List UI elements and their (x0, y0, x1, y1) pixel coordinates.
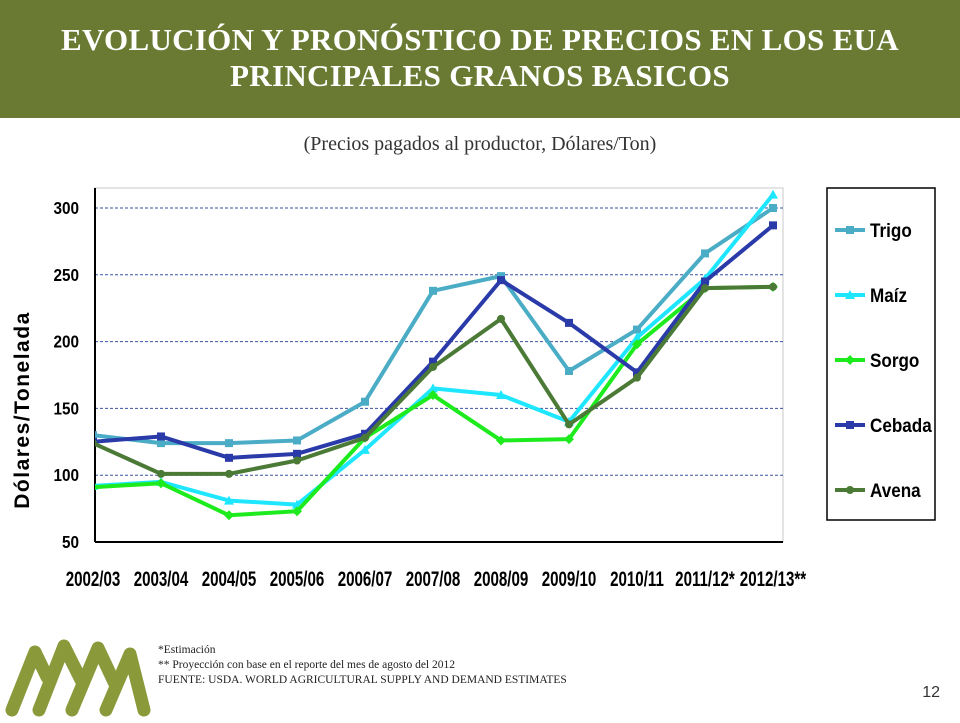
y-tick-label: 200 (53, 331, 79, 351)
x-tick-label: 2008/09 (474, 566, 529, 590)
y-tick-label: 300 (53, 198, 79, 218)
mountain-logo-icon (5, 639, 151, 717)
data-point-cebada (633, 368, 641, 377)
data-point-trigo (701, 249, 709, 258)
data-point-avena (157, 469, 165, 478)
data-point-cebada (497, 276, 505, 285)
data-point-cebada (565, 318, 573, 327)
data-point-avena (429, 362, 437, 371)
data-point-avena (361, 433, 369, 442)
legend-label-cebada: Cebada (870, 415, 933, 436)
legend-label-avena: Avena (870, 480, 922, 501)
x-tick-label: 2002/03 (66, 566, 121, 590)
x-tick-label: 2004/05 (202, 566, 257, 590)
x-tick-label: 2003/04 (134, 566, 189, 590)
legend-marker-sorgo (845, 355, 855, 365)
data-point-avena (497, 314, 505, 323)
data-point-sorgo (292, 506, 302, 517)
data-point-cebada (293, 449, 301, 458)
data-point-trigo (293, 436, 301, 445)
data-point-trigo (157, 439, 165, 448)
data-point-cebada (701, 277, 709, 286)
data-point-cebada (157, 432, 165, 441)
chart-subtitle: (Precios pagados al productor, Dólares/T… (303, 133, 657, 155)
data-point-cebada (769, 221, 777, 230)
footnote-estimation: *Estimación (158, 644, 216, 656)
logo (2, 632, 152, 723)
data-point-avena (293, 456, 301, 465)
data-point-sorgo (156, 478, 166, 489)
y-tick-label: 250 (53, 265, 79, 285)
data-point-sorgo (632, 339, 642, 350)
x-tick-label: 2006/07 (338, 566, 393, 590)
title-line-1: EVOLUCIÓN Y PRONÓSTICO DE PRECIOS EN LOS… (61, 22, 899, 57)
x-tick-label: 2009/10 (542, 566, 597, 590)
legend-marker-cebada (846, 421, 854, 429)
data-point-cebada (429, 357, 437, 366)
data-point-maz (768, 189, 778, 199)
price-line-chart: 50 100 150 200 250 300 Dólares/Tonelada 2002/03… (11, 187, 936, 591)
legend-marker-maz (845, 290, 855, 299)
data-point-avena (633, 373, 641, 382)
footnote-projection: ** Proyección con base en el reporte del… (158, 659, 455, 671)
legend-label-maz: Maíz (870, 285, 907, 306)
legend-marker-avena (846, 486, 854, 494)
page-number: 12 (922, 684, 940, 701)
x-tick-label: 2011/12* (675, 566, 735, 590)
title-line-2: PRINCIPALES GRANOS BASICOS (230, 58, 730, 93)
data-point-avena (225, 469, 233, 478)
data-point-maz (360, 444, 370, 454)
y-tick-label: 100 (53, 465, 79, 485)
data-point-sorgo (224, 510, 234, 521)
data-point-maz (428, 383, 438, 393)
data-point-cebada (225, 453, 233, 462)
data-point-avena (701, 284, 709, 293)
data-point-trigo (633, 325, 641, 334)
legend-label-sorgo: Sorgo (870, 350, 919, 371)
x-tick-label: 2010/11 (610, 566, 664, 590)
y-axis-label: Dólares/Tonelada (11, 311, 34, 509)
data-point-trigo (429, 286, 437, 295)
data-point-maz (632, 332, 642, 342)
data-point-avena (769, 282, 777, 291)
data-point-trigo (225, 439, 233, 448)
x-tick-label: 2005/06 (270, 566, 325, 590)
data-point-trigo (95, 431, 97, 440)
data-point-cebada (361, 429, 369, 438)
data-point-trigo (769, 204, 777, 212)
data-point-trigo (565, 366, 573, 375)
data-point-sorgo (428, 390, 438, 401)
footnote-source: FUENTE: USDA. WORLD AGRICULTURAL SUPPLY … (158, 674, 567, 686)
data-point-avena (565, 420, 573, 429)
x-tick-label: 2012/13** (740, 566, 807, 590)
y-tick-label: 50 (62, 532, 79, 552)
legend-label-trigo: Trigo (870, 220, 912, 241)
title-banner (0, 0, 960, 118)
data-point-maz (496, 390, 506, 400)
data-point-trigo (497, 272, 505, 281)
x-tick-label: 2007/08 (406, 566, 461, 590)
data-point-sorgo (95, 484, 98, 491)
data-point-sorgo (496, 435, 506, 446)
data-point-avena (95, 439, 97, 447)
data-point-trigo (361, 397, 369, 406)
y-tick-label: 150 (53, 398, 79, 418)
data-point-maz (224, 495, 234, 505)
slide-title: EVOLUCIÓN Y PRONÓSTICO DE PRECIOS EN LOS… (0, 22, 960, 94)
legend-marker-trigo (846, 226, 854, 234)
legend-box (826, 187, 936, 521)
data-point-sorgo (564, 434, 574, 445)
footnotes: *Estimación ** Proyección con base en el… (158, 643, 567, 688)
